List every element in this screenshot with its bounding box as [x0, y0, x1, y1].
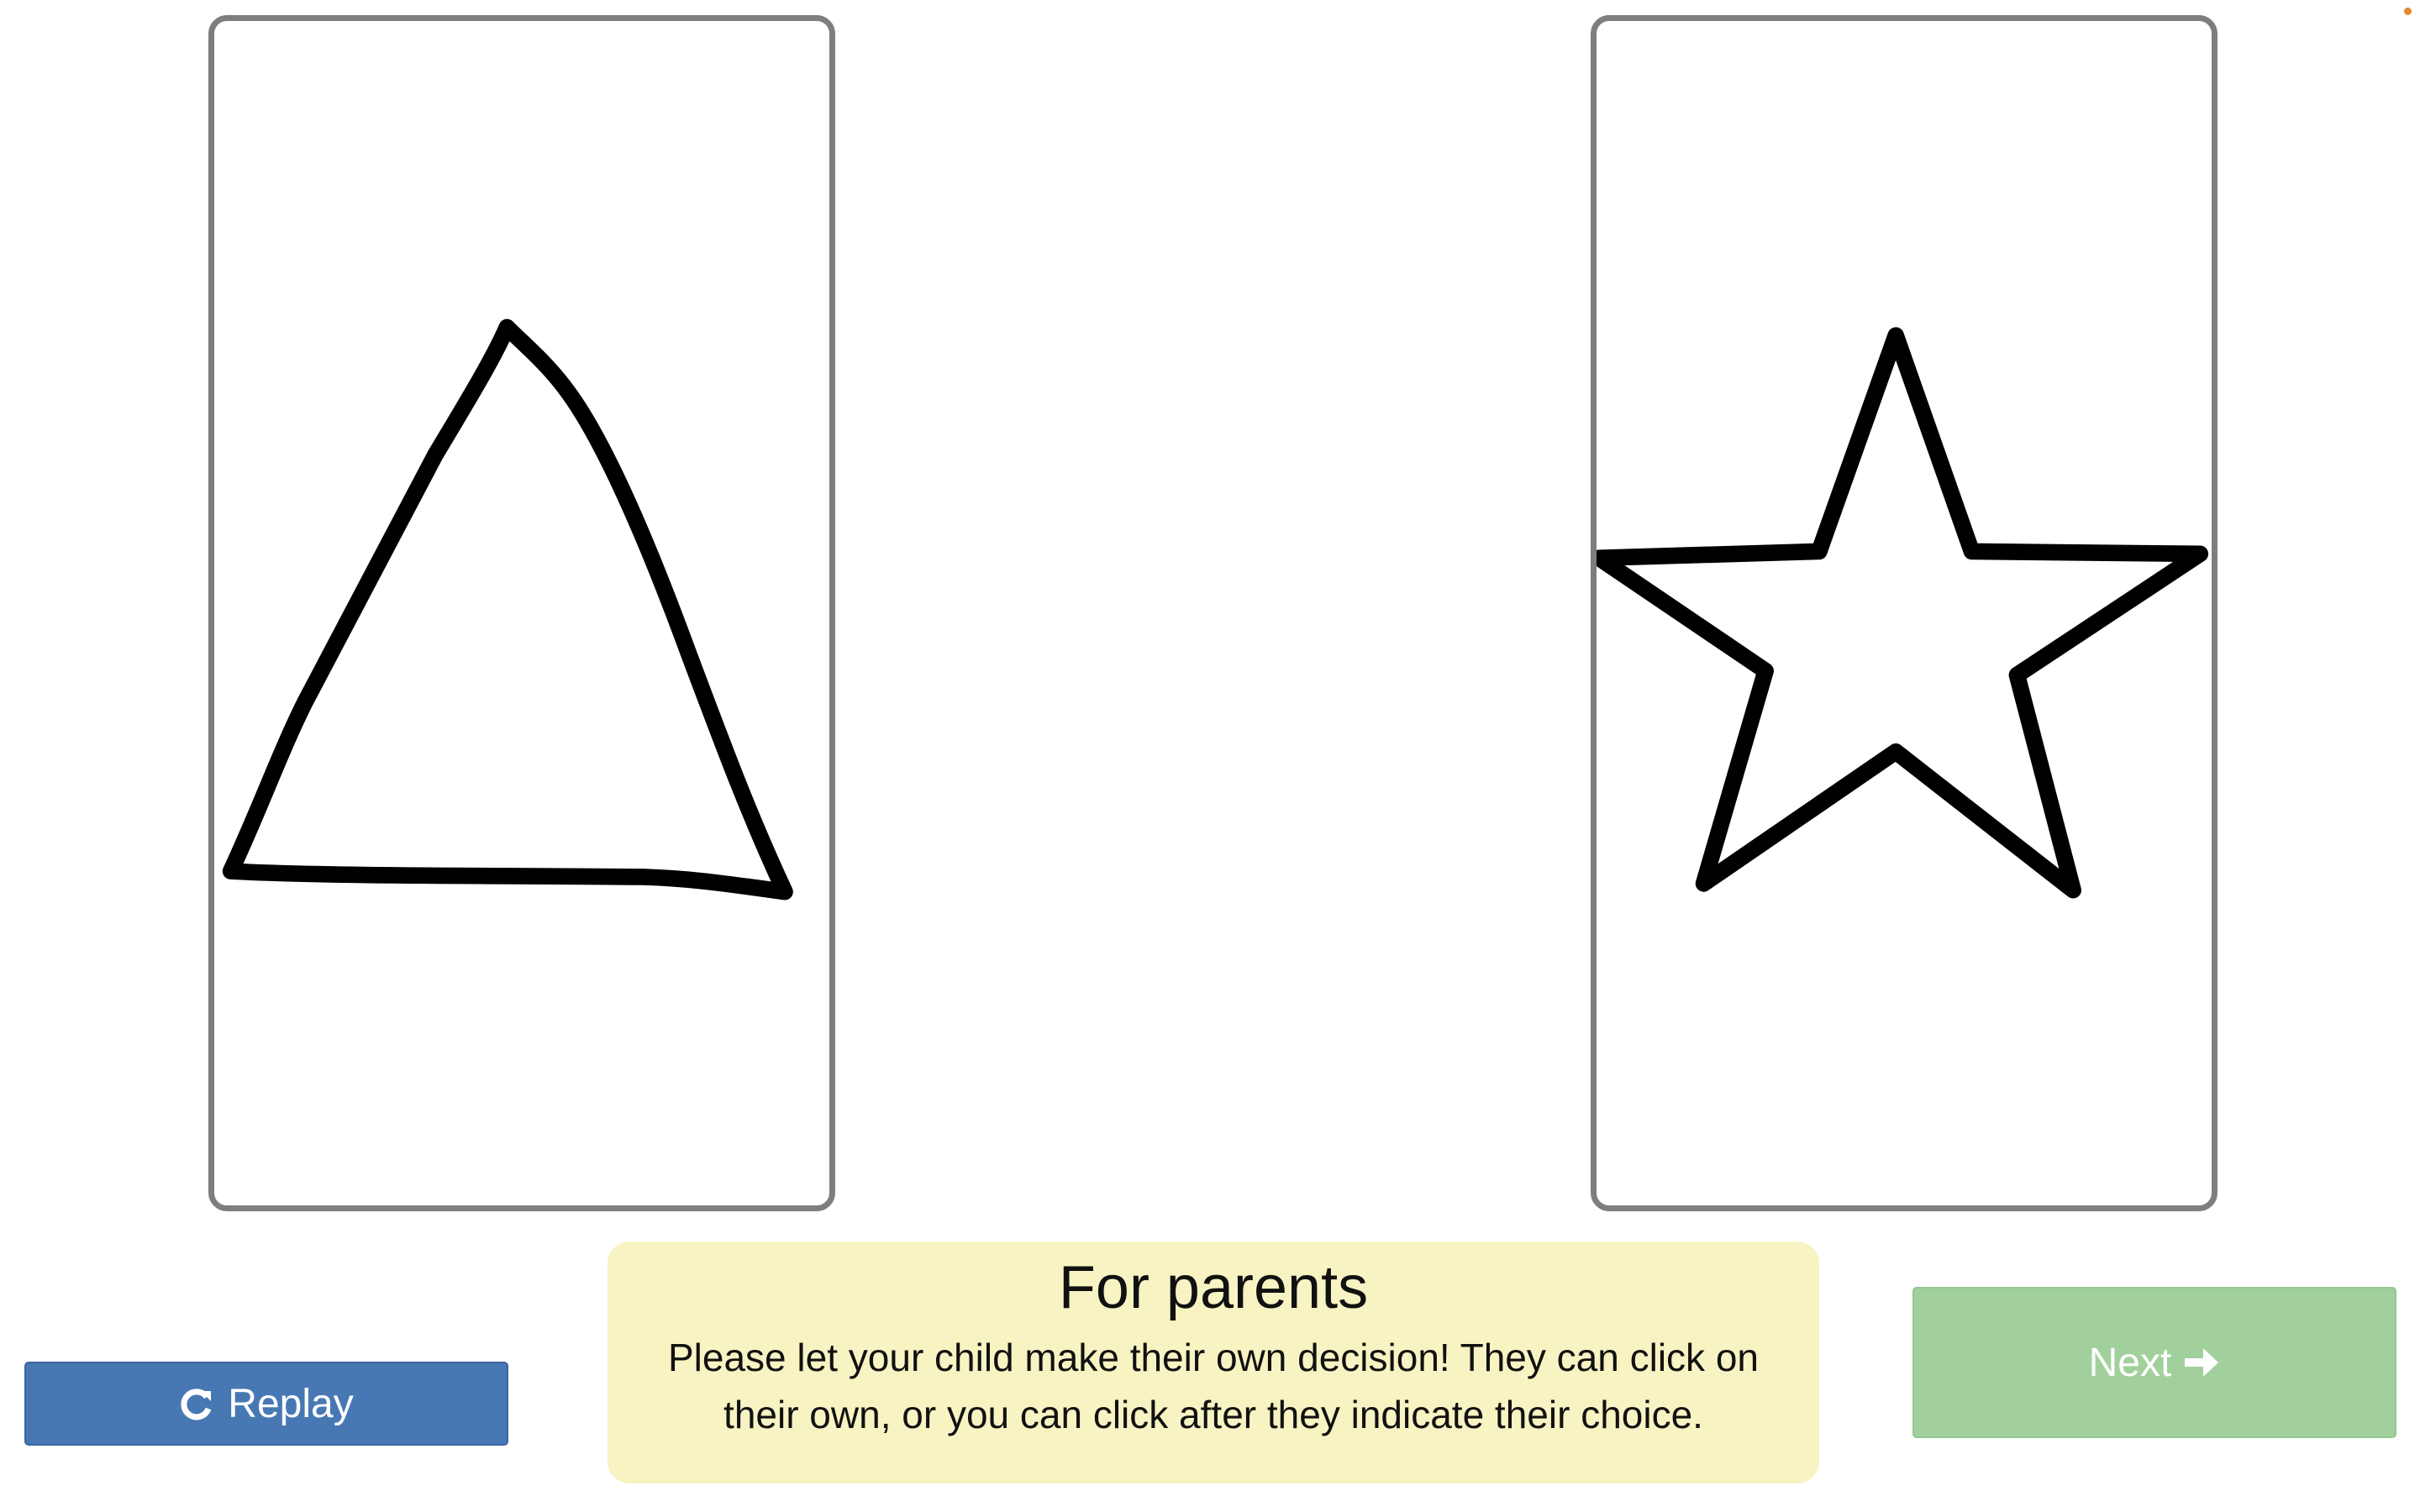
triangle-icon	[222, 318, 793, 900]
choice-card-right[interactable]	[1591, 15, 2217, 1211]
arrow-right-icon	[2183, 1345, 2220, 1380]
parents-message: Please let your child make their own dec…	[667, 1336, 1760, 1436]
next-label: Next	[2088, 1340, 2172, 1385]
star-icon	[1597, 327, 2209, 899]
replay-label: Replay	[228, 1381, 354, 1426]
parents-info-panel: For parents Please let your child make t…	[608, 1242, 1819, 1483]
replay-button[interactable]: Replay	[24, 1362, 508, 1446]
parents-title: For parents	[1058, 1254, 1369, 1321]
refresh-icon	[179, 1386, 214, 1421]
status-dot	[2404, 8, 2412, 15]
next-button[interactable]: Next	[1912, 1287, 2396, 1438]
choice-card-left[interactable]	[208, 15, 835, 1211]
